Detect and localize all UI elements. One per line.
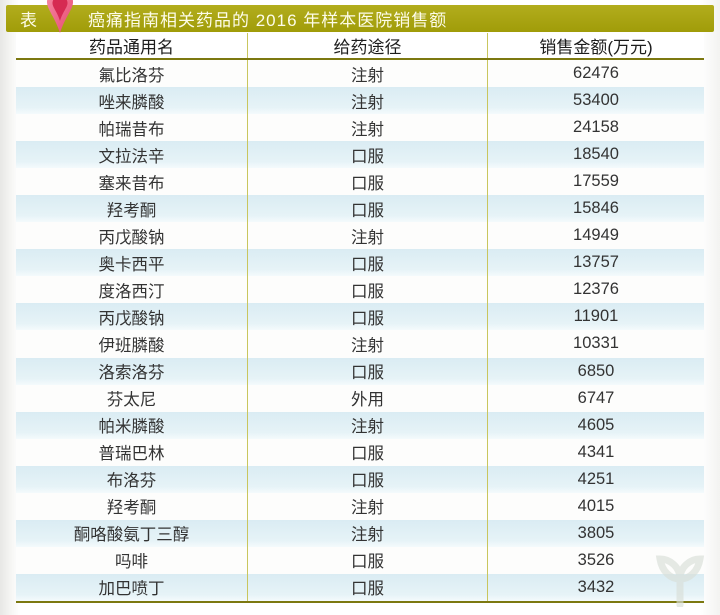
table-row: 丙戊酸钠 注射 14949: [16, 222, 704, 250]
table-row: 普瑞巴林 口服 4341: [16, 438, 704, 466]
table-body: 氟比洛芬 注射 62476 唑来膦酸 注射 53400 帕瑞昔布 注射 24158 文拉法辛 口服 1…: [16, 60, 704, 603]
amount-cell: 3432: [577, 577, 615, 596]
amount-cell: 4015: [577, 496, 615, 515]
drug-name-cell: 羟考酮: [16, 195, 248, 223]
route-cell: 口服: [248, 465, 488, 493]
route-cell: 注射: [248, 519, 488, 547]
table-title-bar: 表 癌痛指南相关药品的 2016 年样本医院销售额: [6, 5, 714, 32]
table-row: 羟考酮 口服 15846: [16, 195, 704, 223]
drug-name-cell: 加巴喷丁: [16, 573, 248, 601]
amount-cell: 17559: [573, 172, 619, 191]
table-row: 氟比洛芬 注射 62476: [16, 60, 704, 88]
route-cell: 注射: [248, 114, 488, 142]
amount-cell: 10331: [573, 334, 619, 353]
route-cell: 口服: [248, 195, 488, 223]
route-cell: 口服: [248, 546, 488, 574]
drug-name-cell: 吗啡: [16, 546, 248, 574]
amount-cell: 18540: [573, 145, 619, 164]
drug-name-cell: 帕米膦酸: [16, 411, 248, 439]
amount-cell: 12376: [573, 280, 619, 299]
table-row: 酮咯酸氨丁三醇 注射 3805: [16, 519, 704, 547]
table-row: 帕瑞昔布 注射 24158: [16, 114, 704, 142]
amount-cell: 62476: [573, 64, 619, 83]
drug-name-cell: 酮咯酸氨丁三醇: [16, 519, 248, 547]
amount-cell: 3805: [577, 523, 615, 542]
amount-cell: 4341: [577, 442, 615, 461]
drug-name-cell: 丙戊酸钠: [16, 222, 248, 250]
route-cell: 口服: [248, 357, 488, 385]
drug-name-cell: 帕瑞昔布: [16, 114, 248, 142]
table-row: 洛索洛芬 口服 6850: [16, 357, 704, 385]
column-header-route: 给药途径: [248, 33, 488, 58]
drug-name-cell: 唑来膦酸: [16, 87, 248, 115]
table-row: 吗啡 口服 3526: [16, 546, 704, 574]
drug-name-cell: 布洛芬: [16, 465, 248, 493]
table-header-row: 药品通用名 给药途径 销售金额(万元): [16, 33, 704, 60]
route-cell: 注射: [248, 492, 488, 520]
route-cell: 注射: [248, 411, 488, 439]
amount-cell: 6747: [577, 388, 615, 407]
table-row: 唑来膦酸 注射 53400: [16, 87, 704, 115]
drug-name-cell: 芬太尼: [16, 384, 248, 412]
route-cell: 外用: [248, 384, 488, 412]
drug-sales-table: 药品通用名 给药途径 销售金额(万元) 氟比洛芬 注射 62476 唑来膦酸 注射 534…: [16, 33, 704, 603]
route-cell: 注射: [248, 222, 488, 250]
route-cell: 注射: [248, 330, 488, 358]
table-row: 度洛西汀 口服 12376: [16, 276, 704, 304]
table-row: 帕米膦酸 注射 4605: [16, 411, 704, 439]
route-cell: 口服: [248, 303, 488, 331]
table-row: 加巴喷丁 口服 3432: [16, 573, 704, 601]
drug-name-cell: 普瑞巴林: [16, 438, 248, 466]
route-cell: 注射: [248, 87, 488, 115]
drug-name-cell: 羟考酮: [16, 492, 248, 520]
amount-cell: 3526: [577, 550, 615, 569]
route-cell: 口服: [248, 276, 488, 304]
table-row: 伊班膦酸 注射 10331: [16, 330, 704, 358]
route-cell: 口服: [248, 438, 488, 466]
drug-name-cell: 塞来昔布: [16, 168, 248, 196]
table-row: 文拉法辛 口服 18540: [16, 141, 704, 169]
table-label: 表: [20, 11, 38, 30]
table-row: 芬太尼 外用 6747: [16, 384, 704, 412]
drug-name-cell: 奥卡西平: [16, 249, 248, 277]
table-row: 布洛芬 口服 4251: [16, 465, 704, 493]
amount-cell: 6850: [577, 361, 615, 380]
amount-cell: 24158: [573, 118, 619, 137]
column-header-sales: 销售金额(万元): [539, 38, 653, 57]
amount-cell: 11901: [573, 307, 619, 326]
drug-name-cell: 度洛西汀: [16, 276, 248, 304]
drug-name-cell: 文拉法辛: [16, 141, 248, 169]
amount-cell: 15846: [573, 199, 619, 218]
table-row: 羟考酮 注射 4015: [16, 492, 704, 520]
drug-name-cell: 氟比洛芬: [16, 60, 248, 88]
amount-cell: 53400: [573, 91, 619, 110]
route-cell: 口服: [248, 573, 488, 601]
amount-cell: 4251: [577, 469, 615, 488]
route-cell: 口服: [248, 168, 488, 196]
drug-name-cell: 伊班膦酸: [16, 330, 248, 358]
drug-name-cell: 丙戊酸钠: [16, 303, 248, 331]
table-title: 癌痛指南相关药品的 2016 年样本医院销售额: [88, 11, 448, 30]
route-cell: 口服: [248, 249, 488, 277]
table-row: 丙戊酸钠 口服 11901: [16, 303, 704, 331]
map-pin-icon: [46, 0, 74, 39]
amount-cell: 14949: [573, 226, 619, 245]
amount-cell: 4605: [577, 415, 615, 434]
route-cell: 口服: [248, 141, 488, 169]
route-cell: 注射: [248, 60, 488, 88]
table-row: 奥卡西平 口服 13757: [16, 249, 704, 277]
drug-name-cell: 洛索洛芬: [16, 357, 248, 385]
table-row: 塞来昔布 口服 17559: [16, 168, 704, 196]
column-header-drug-name: 药品通用名: [16, 33, 248, 58]
amount-cell: 13757: [573, 253, 619, 272]
